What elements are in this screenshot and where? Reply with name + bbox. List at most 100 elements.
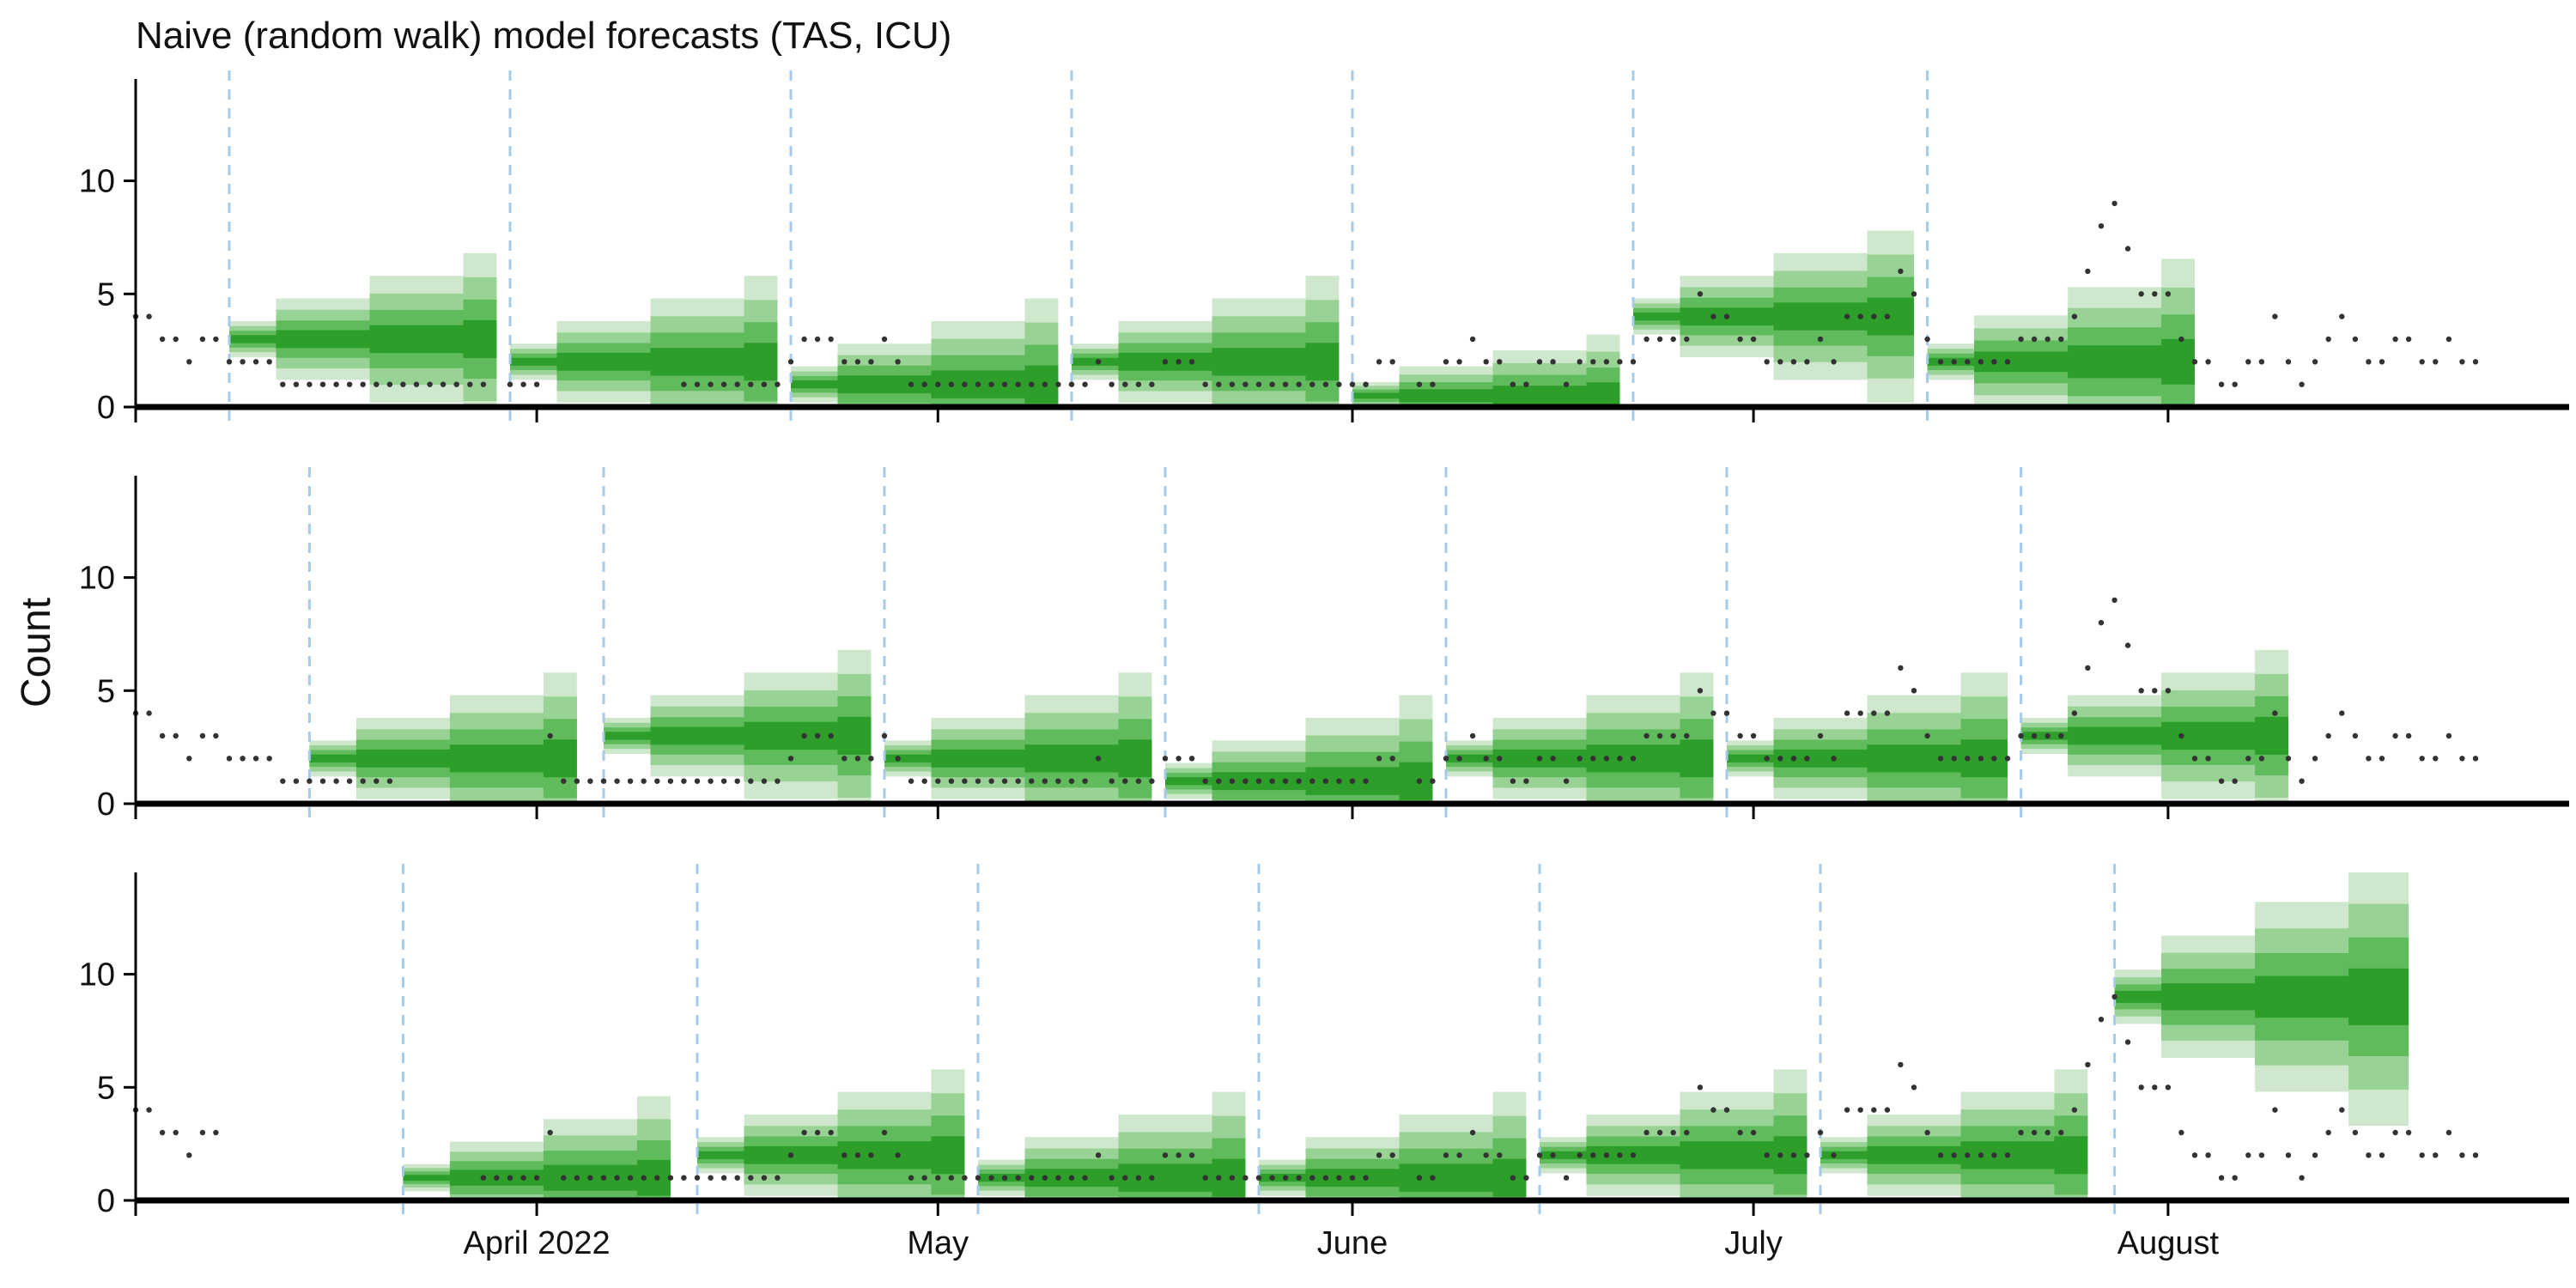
- observation-point: [1188, 359, 1195, 365]
- observation-point: [2459, 1152, 2465, 1158]
- observation-point: [1322, 381, 1329, 387]
- observation-point: [2044, 336, 2050, 343]
- observation-point: [1389, 359, 1395, 365]
- observation-point: [1857, 710, 1863, 716]
- observation-point: [1430, 381, 1436, 387]
- observation-point: [319, 778, 326, 784]
- forecast-band-1-6-4: [1633, 297, 1914, 336]
- observation-point: [895, 1152, 901, 1158]
- x-tick-label-5: August: [2117, 1225, 2220, 1261]
- observation-point: [480, 1175, 487, 1181]
- observation-point: [1577, 359, 1583, 365]
- observation-point: [307, 381, 313, 387]
- observation-point: [1723, 710, 1730, 716]
- observation-point: [881, 732, 888, 739]
- forecast-2-1: [309, 672, 577, 804]
- observation-point: [908, 381, 914, 387]
- observation-point: [1082, 1175, 1088, 1181]
- observation-point: [1790, 359, 1797, 365]
- observation-point: [2058, 1129, 2064, 1136]
- observation-point: [2312, 1152, 2318, 1158]
- observation-point: [1737, 1129, 1743, 1136]
- observation-point: [734, 778, 740, 784]
- observation-point: [1296, 778, 1302, 784]
- observation-point: [895, 359, 901, 365]
- observation-point: [1109, 381, 1115, 387]
- observation-point: [948, 778, 955, 784]
- observation-point: [1764, 1152, 1770, 1158]
- observation-point: [1590, 359, 1596, 365]
- observation-point: [1001, 381, 1008, 387]
- forecast-band-1-1-4: [229, 319, 497, 358]
- observation-point: [186, 359, 192, 365]
- observation-point: [1831, 359, 1837, 365]
- observation-point: [708, 778, 714, 784]
- observation-point: [1055, 381, 1061, 387]
- observation-point: [333, 381, 339, 387]
- forecast-2-5: [1446, 672, 1714, 804]
- observation-point: [2152, 291, 2158, 297]
- observation-point: [2218, 381, 2225, 387]
- observation-point: [1857, 313, 1863, 319]
- observation-point: [2218, 778, 2225, 784]
- observation-point: [1149, 1175, 1155, 1181]
- observation-point: [2071, 1107, 2078, 1113]
- observation-point: [2178, 336, 2184, 343]
- observation-point: [2339, 710, 2345, 716]
- observation-point: [1603, 1152, 1610, 1158]
- observation-point: [1536, 756, 1543, 762]
- observation-point: [293, 778, 300, 784]
- observation-point: [1135, 1175, 1142, 1181]
- observation-point: [681, 381, 687, 387]
- observation-point: [641, 778, 647, 784]
- observation-point: [2312, 756, 2318, 762]
- observation-point: [213, 1129, 219, 1136]
- observation-point: [2299, 778, 2305, 784]
- observation-point: [1216, 778, 1222, 784]
- observation-point: [1510, 1175, 1516, 1181]
- y-axis-label: Count: [14, 598, 59, 708]
- observation-point: [2232, 1175, 2238, 1181]
- observation-point: [775, 1175, 781, 1181]
- observation-point: [386, 778, 393, 784]
- observation-point: [1456, 756, 1462, 762]
- observation-point: [948, 381, 955, 387]
- observation-point: [2379, 1152, 2385, 1158]
- observation-point: [213, 336, 219, 343]
- observation-point: [975, 778, 981, 784]
- observation-point: [962, 381, 968, 387]
- observation-point: [159, 732, 166, 739]
- observation-point: [1109, 778, 1115, 784]
- observation-point: [1737, 732, 1743, 739]
- x-tick-label-2: May: [907, 1225, 969, 1261]
- observation-point: [1376, 1152, 1382, 1158]
- y-tick-label: 5: [97, 276, 115, 313]
- observation-point: [1068, 778, 1075, 784]
- observation-point: [2205, 756, 2211, 762]
- observation-point: [173, 336, 179, 343]
- observation-point: [1176, 756, 1182, 762]
- observation-point: [1269, 381, 1275, 387]
- observation-point: [1082, 778, 1088, 784]
- observation-point: [1577, 1152, 1583, 1158]
- observation-point: [2085, 665, 2091, 671]
- observation-point: [199, 732, 206, 739]
- observation-point: [1670, 1129, 1676, 1136]
- observation-point: [1898, 665, 1904, 671]
- observation-point: [921, 381, 927, 387]
- observation-point: [1416, 1175, 1423, 1181]
- observation-point: [1991, 756, 1997, 762]
- observation-point: [787, 1152, 794, 1158]
- observation-point: [720, 381, 727, 387]
- observation-point: [2004, 359, 2011, 365]
- observation-point: [2379, 756, 2385, 762]
- forecast-1-2: [510, 276, 778, 407]
- forecast-3-1: [403, 1096, 671, 1200]
- observation-point: [1603, 359, 1610, 365]
- observation-point: [681, 778, 687, 784]
- observation-point: [240, 359, 246, 365]
- observation-point: [400, 381, 406, 387]
- observation-point: [2191, 1152, 2198, 1158]
- observation-point: [667, 1175, 674, 1181]
- observation-point: [440, 381, 447, 387]
